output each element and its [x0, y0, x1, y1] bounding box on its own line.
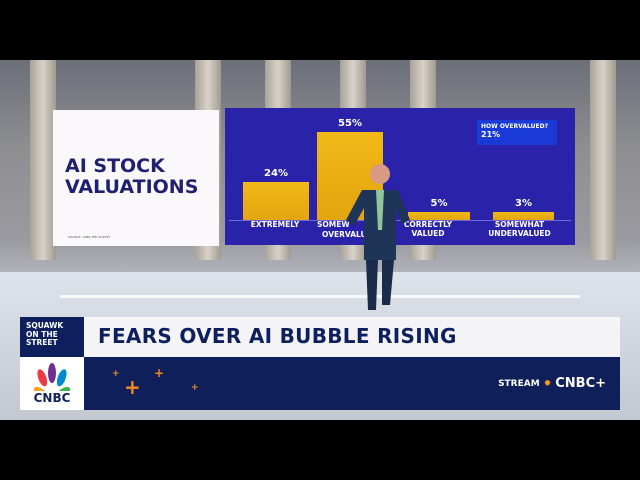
plus-icon: + — [154, 366, 165, 380]
peacock-icon — [33, 363, 71, 399]
label-divider — [229, 220, 571, 221]
headline-band: FEARS OVER AI BUBBLE RISING — [84, 317, 620, 357]
card-title: AI STOCK VALUATIONS — [65, 155, 199, 198]
title-card: AI STOCK VALUATIONS SOURCE: CNBC FED SUR… — [53, 110, 219, 246]
value-label: 5% — [430, 198, 448, 209]
category-label: EXTREMELY — [250, 220, 300, 229]
stream-promo: STREAM ✹ CNBC+ — [498, 376, 606, 391]
callout-question: HOW OVERVALUED? — [481, 123, 549, 130]
column — [30, 60, 56, 260]
cnbc-logo: CNBC — [20, 357, 84, 410]
category-label: CORRECTLY VALUED — [403, 220, 453, 238]
floor-line — [60, 295, 580, 298]
headline: FEARS OVER AI BUBBLE RISING — [98, 324, 457, 348]
bar — [243, 181, 309, 220]
bar — [493, 212, 554, 220]
plus-icon: + — [124, 375, 141, 399]
ticker-band: + + + + STREAM ✹ CNBC+ — [84, 357, 620, 410]
value-label: 55% — [338, 118, 362, 129]
stream-label: STREAM — [498, 378, 540, 389]
presenter — [346, 164, 410, 310]
peacock-icon: ✹ — [543, 378, 552, 389]
value-label: 24% — [264, 167, 288, 179]
stream-brand: CNBC+ — [555, 376, 606, 391]
category-label: SOMEW — [317, 220, 350, 229]
bar — [408, 212, 470, 220]
card-source: SOURCE: CNBC FED SURVEY — [68, 235, 111, 239]
category-label: OVERVALUED — [322, 230, 378, 239]
column — [590, 60, 616, 260]
value-label: 3% — [515, 198, 532, 209]
category-label: SOMEWHAT UNDERVALUED — [488, 220, 551, 238]
callout-box: HOW OVERVALUED? 21% — [477, 120, 557, 145]
plus-icon: + — [112, 369, 120, 379]
show-name: SQUAWK ON THE STREET — [20, 317, 84, 357]
plus-icon: + — [191, 383, 199, 393]
network-name: CNBC — [33, 391, 71, 405]
lower-third: SQUAWK ON THE STREET CNBC FEARS OVER AI … — [20, 317, 620, 410]
callout-answer: 21% — [481, 130, 501, 139]
